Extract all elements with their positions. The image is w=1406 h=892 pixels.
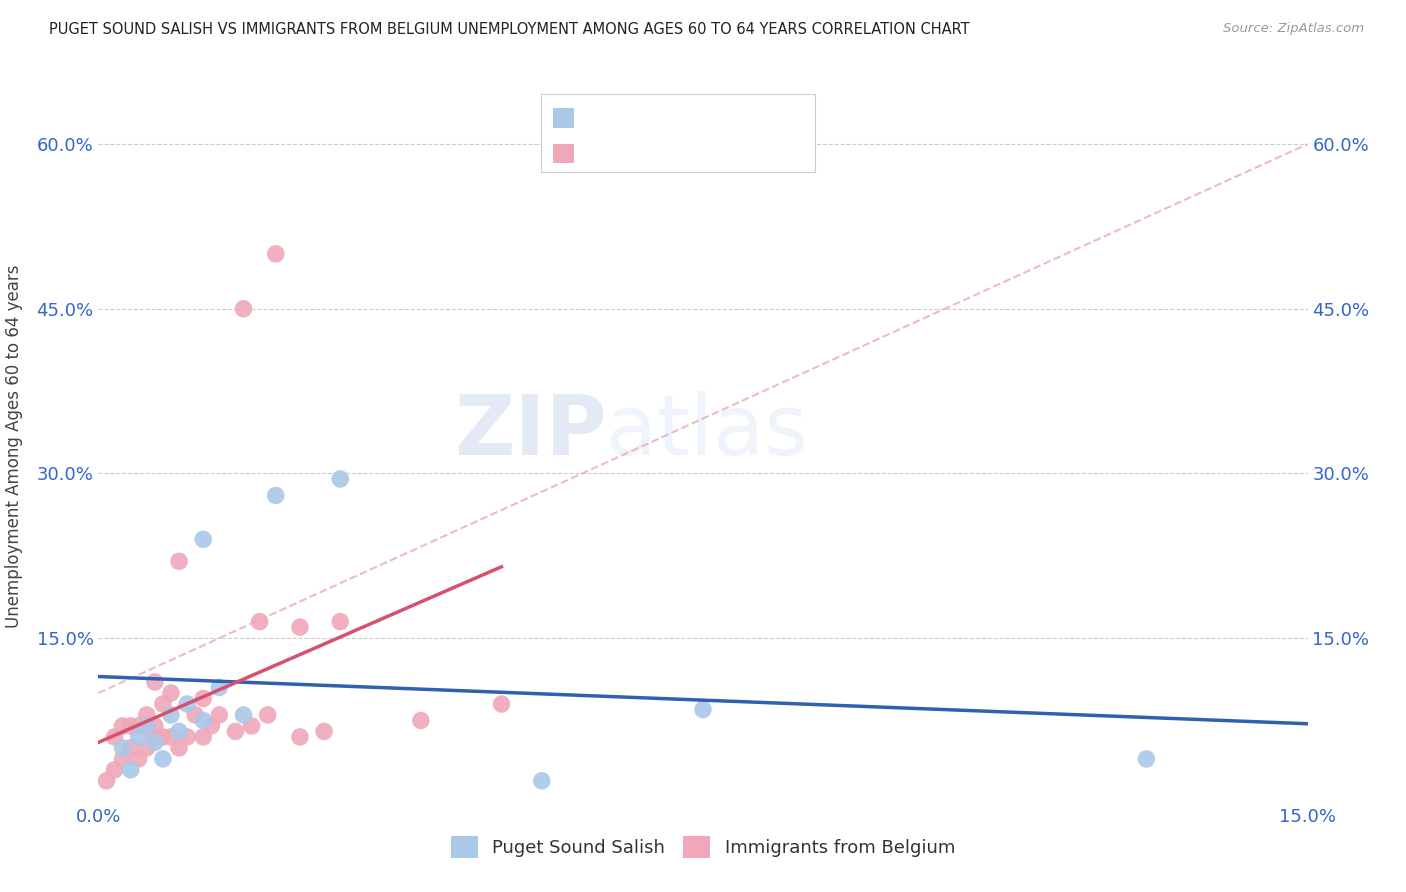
Text: Source: ZipAtlas.com: Source: ZipAtlas.com: [1223, 22, 1364, 36]
Point: [111, 719, 134, 733]
Point: [176, 697, 198, 711]
Text: R =: R =: [583, 106, 620, 124]
Point: [530, 773, 553, 788]
Text: PUGET SOUND SALISH VS IMMIGRANTS FROM BELGIUM UNEMPLOYMENT AMONG AGES 60 TO 64 Y: PUGET SOUND SALISH VS IMMIGRANTS FROM BE…: [49, 22, 970, 37]
Point: [232, 708, 254, 723]
Point: [329, 615, 352, 629]
Point: [152, 697, 174, 711]
Point: [208, 708, 231, 723]
Point: [288, 620, 311, 634]
Point: [167, 724, 190, 739]
Point: [120, 719, 142, 733]
Point: [193, 691, 215, 706]
Point: [200, 719, 222, 733]
Point: [288, 730, 311, 744]
Text: ZIP: ZIP: [454, 392, 606, 472]
Text: 0.187: 0.187: [616, 142, 664, 160]
Point: [264, 247, 287, 261]
Point: [193, 730, 215, 744]
Point: [692, 702, 714, 716]
Point: [111, 740, 134, 755]
Point: [160, 686, 183, 700]
Point: [143, 719, 166, 733]
Point: [128, 719, 150, 733]
Point: [96, 773, 118, 788]
Text: N =: N =: [668, 142, 704, 160]
Point: [152, 752, 174, 766]
Point: [103, 730, 125, 744]
Text: atlas: atlas: [606, 392, 808, 472]
Point: [329, 472, 352, 486]
Point: [120, 763, 142, 777]
Point: [135, 708, 157, 723]
Point: [1135, 752, 1157, 766]
Point: [143, 675, 166, 690]
Point: [152, 730, 174, 744]
Point: [224, 724, 246, 739]
Text: -0.114: -0.114: [616, 106, 669, 124]
Point: [103, 763, 125, 777]
Point: [135, 740, 157, 755]
Text: R =: R =: [583, 142, 620, 160]
Point: [120, 740, 142, 755]
Point: [167, 740, 190, 755]
Point: [409, 714, 432, 728]
Point: [143, 730, 166, 744]
Point: [176, 730, 198, 744]
Point: [193, 714, 215, 728]
Point: [314, 724, 336, 739]
Legend: Puget Sound Salish, Immigrants from Belgium: Puget Sound Salish, Immigrants from Belg…: [444, 829, 962, 865]
Point: [128, 730, 150, 744]
Point: [167, 554, 190, 568]
Point: [208, 681, 231, 695]
Point: [193, 533, 215, 547]
Point: [264, 488, 287, 502]
Text: 18: 18: [699, 106, 720, 124]
Point: [135, 719, 157, 733]
Point: [249, 615, 271, 629]
Point: [111, 752, 134, 766]
Point: [232, 301, 254, 316]
Point: [160, 730, 183, 744]
Point: [128, 752, 150, 766]
Point: [143, 735, 166, 749]
Text: N =: N =: [668, 106, 704, 124]
Point: [160, 708, 183, 723]
Point: [256, 708, 278, 723]
Text: 38: 38: [699, 142, 720, 160]
Point: [491, 697, 513, 711]
Y-axis label: Unemployment Among Ages 60 to 64 years: Unemployment Among Ages 60 to 64 years: [4, 264, 22, 628]
Point: [184, 708, 207, 723]
Point: [240, 719, 263, 733]
